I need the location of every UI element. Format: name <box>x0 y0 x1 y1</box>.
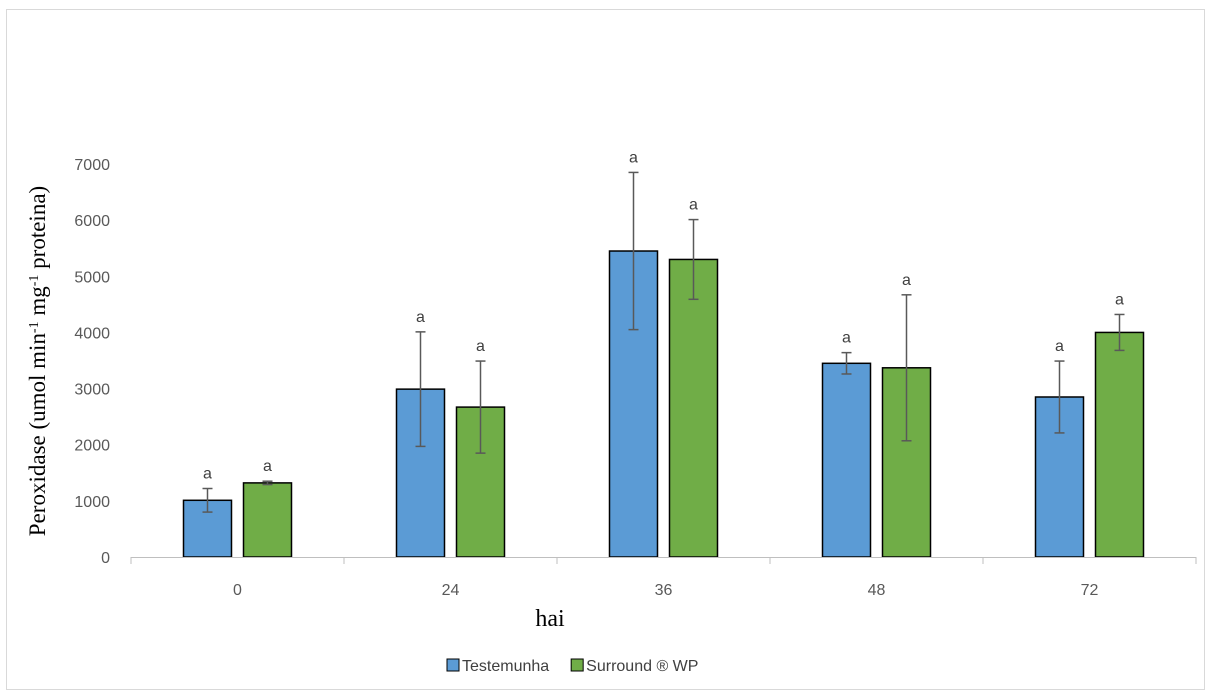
legend-swatch <box>570 658 584 672</box>
significance-label: a <box>1055 338 1064 355</box>
error-bar <box>1114 313 1125 352</box>
chart-frame <box>6 9 1205 690</box>
bar-surround-36 <box>668 258 719 558</box>
y-axis-ticks: 0 1000 2000 3000 4000 5000 6000 7000 <box>74 157 110 567</box>
y-tick-label: 1000 <box>74 494 110 511</box>
legend-label: Surround ® WP <box>586 658 698 675</box>
error-bar <box>688 218 699 301</box>
error-bar <box>475 360 486 454</box>
bar-surround-72 <box>1094 331 1145 558</box>
error-bars <box>202 171 1125 513</box>
legend-swatch <box>446 658 460 672</box>
x-tick-label: 0 <box>233 582 242 599</box>
significance-label: a <box>842 330 851 347</box>
significance-label: a <box>1115 291 1124 308</box>
legend-item-surround: Surround ® WP <box>570 658 698 675</box>
y-tick-label: 4000 <box>74 325 110 342</box>
y-tick-label: 6000 <box>74 213 110 230</box>
x-axis-ticks: 0 24 36 48 72 <box>130 557 1197 599</box>
significance-label: a <box>476 338 485 355</box>
significance-label: a <box>263 458 272 475</box>
y-tick-label: 3000 <box>74 382 110 399</box>
y-axis-title-text: Peroxidase (umol min-1 mg-1 proteina) <box>25 186 50 536</box>
y-tick-label: 0 <box>101 550 110 567</box>
legend: Testemunha Surround ® WP <box>446 658 698 675</box>
significance-label: a <box>416 309 425 326</box>
significance-label: a <box>203 466 212 483</box>
error-bar <box>628 171 639 331</box>
significance-label: a <box>629 149 638 166</box>
x-axis-title: hai <box>535 606 565 632</box>
significance-label: a <box>689 197 698 214</box>
legend-label: Testemunha <box>462 658 549 675</box>
error-bar <box>262 480 273 486</box>
error-bar <box>202 487 213 513</box>
significance-labels: a a a a a a a a a a <box>203 149 1124 482</box>
y-axis-title: Peroxidase (umol min-1 mg-1 proteina) <box>25 186 50 536</box>
error-bar <box>841 351 852 375</box>
x-tick-label: 24 <box>442 582 460 599</box>
bars <box>182 250 1145 558</box>
y-tick-label: 2000 <box>74 438 110 455</box>
legend-item-testemunha: Testemunha <box>446 658 549 675</box>
bar-testemunha-36 <box>608 250 659 558</box>
y-tick-label: 5000 <box>74 269 110 286</box>
x-tick-label: 72 <box>1081 582 1099 599</box>
error-bar <box>1054 360 1065 434</box>
x-tick-label: 36 <box>655 582 673 599</box>
error-bar <box>901 294 912 442</box>
bar-surround-0 <box>242 482 293 558</box>
significance-label: a <box>902 272 911 289</box>
x-tick-label: 48 <box>868 582 886 599</box>
y-tick-label: 7000 <box>74 157 110 174</box>
bar-testemunha-48 <box>821 362 872 558</box>
error-bar <box>415 331 426 448</box>
